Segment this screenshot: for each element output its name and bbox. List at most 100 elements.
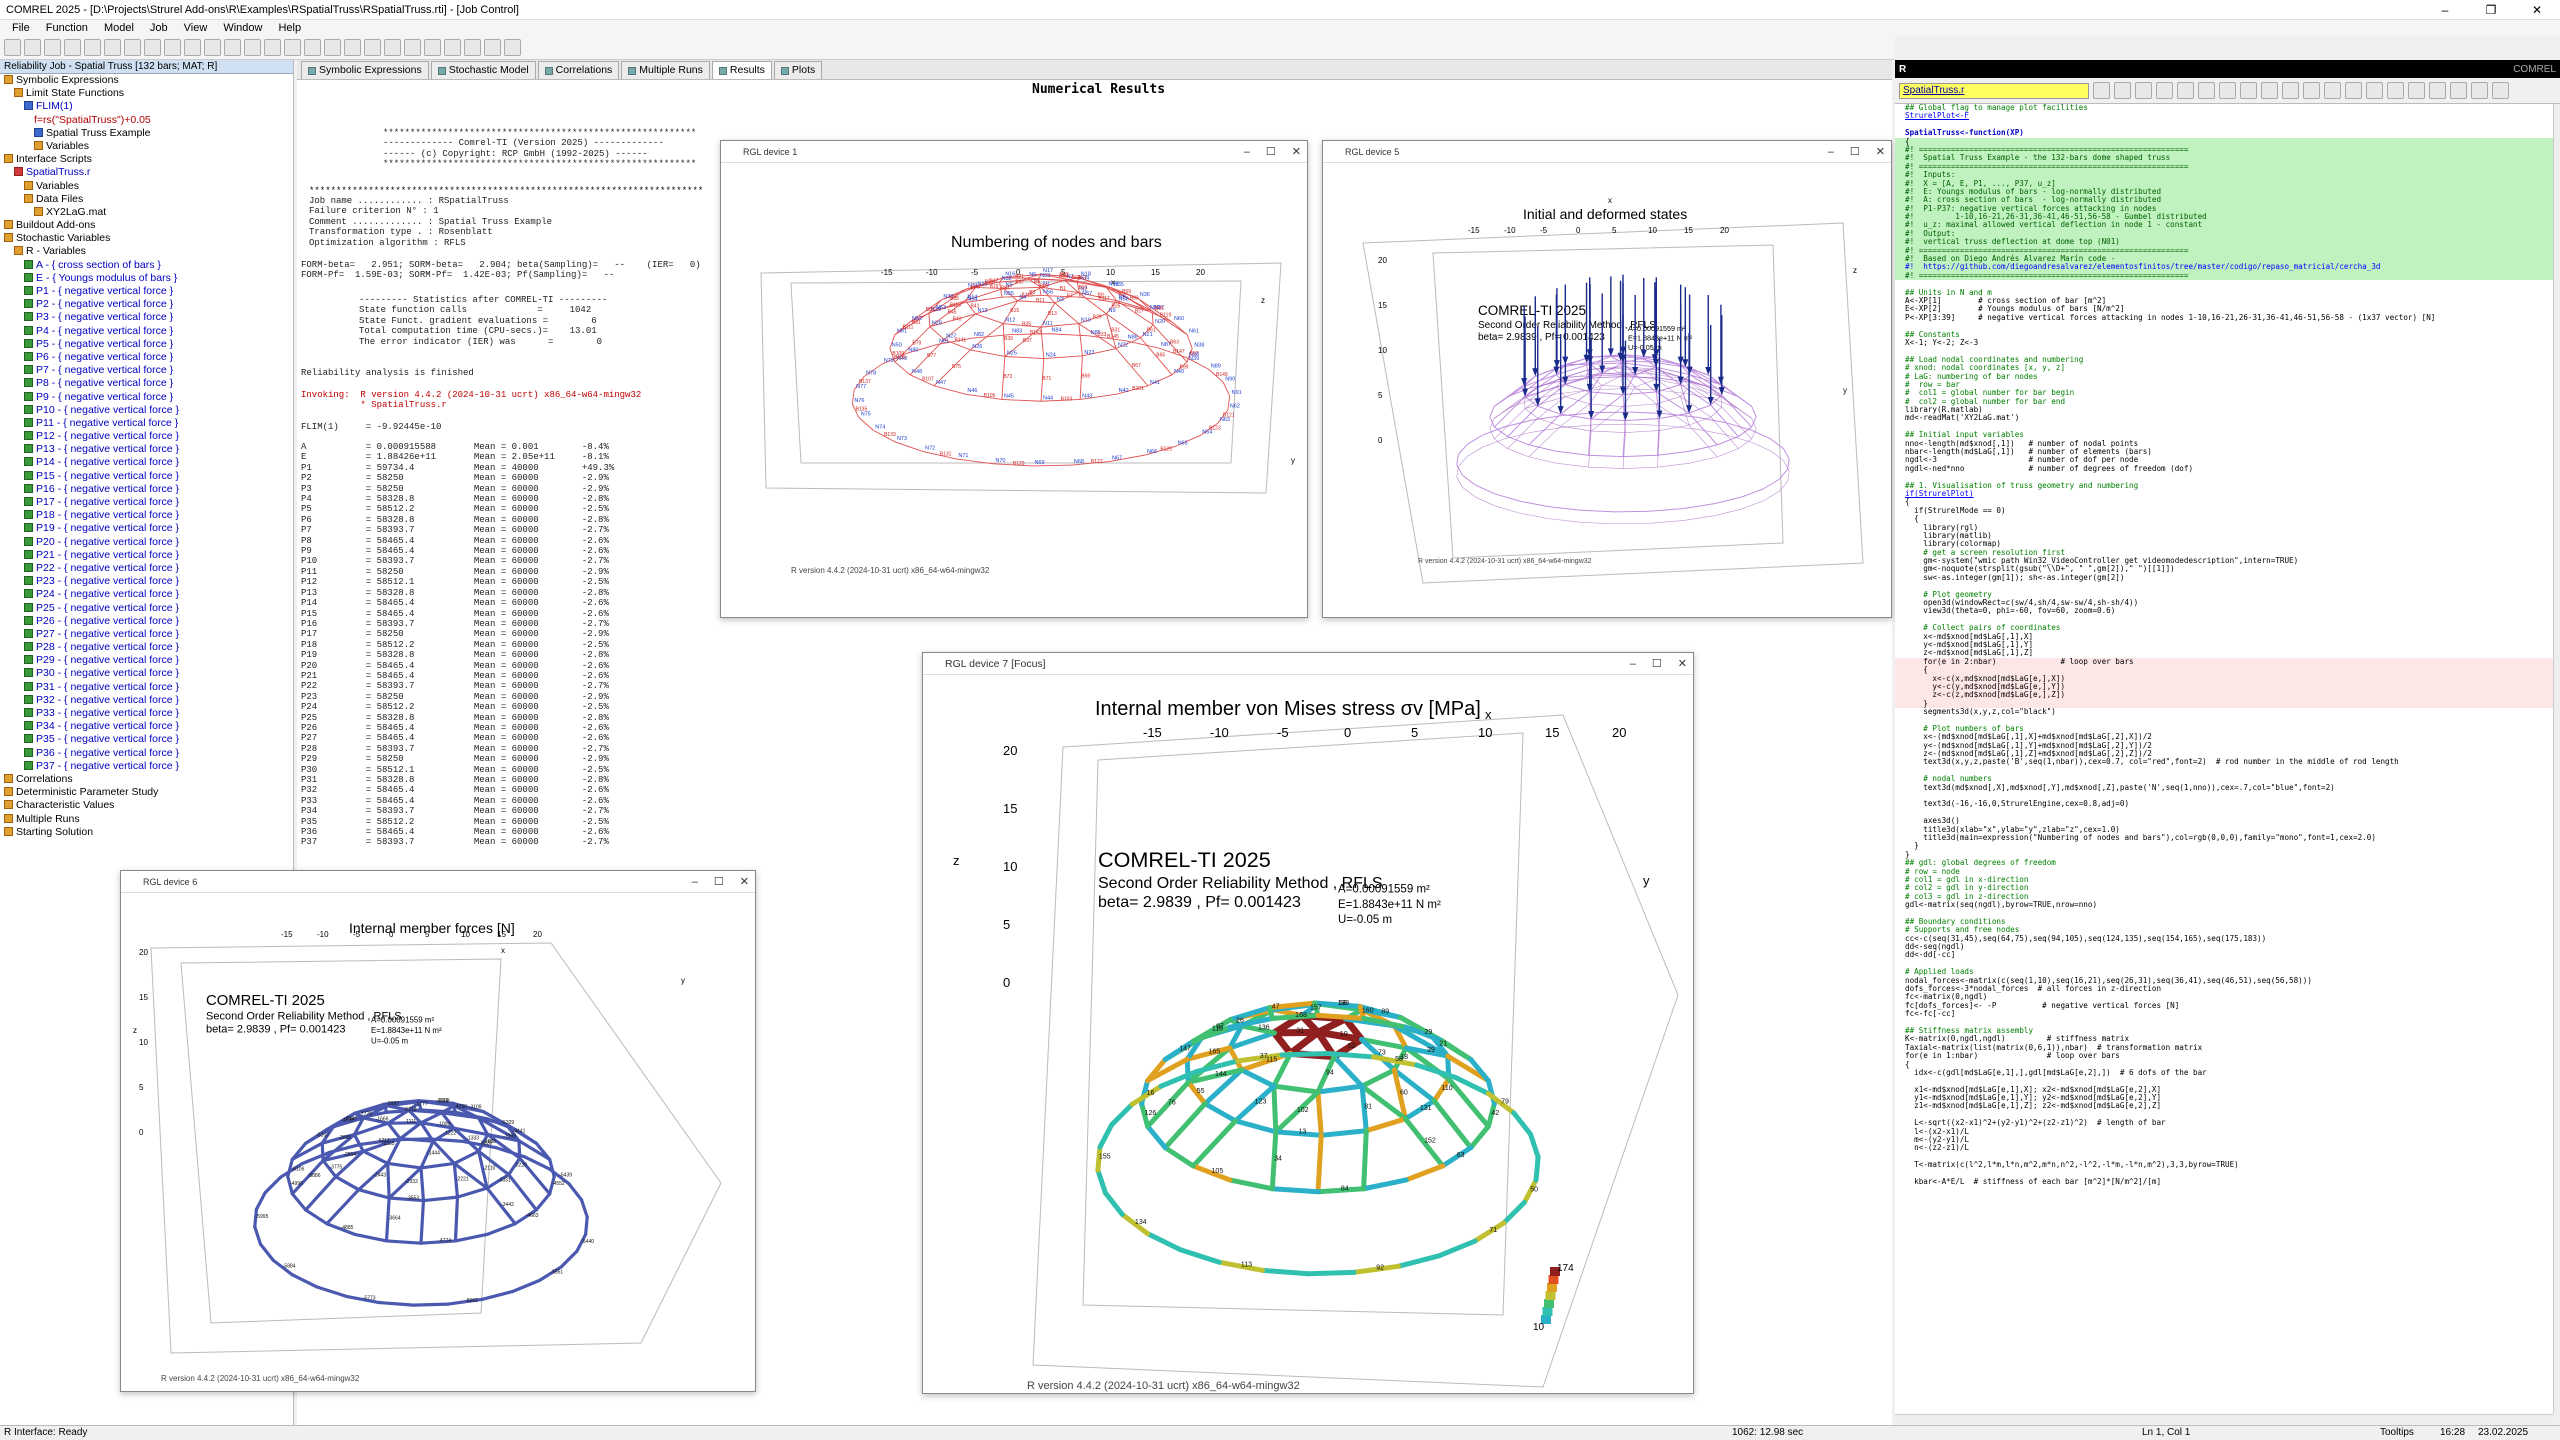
tree-item[interactable]: P7 - { negative vertical force } <box>0 364 293 377</box>
member-forces-plot[interactable]: Internal member forces [N] -15 -10 -5 0 5 10 15… <box>121 893 755 1391</box>
maximize-button[interactable]: ❐ <box>2485 3 2497 17</box>
rgl-device-5-window[interactable]: RGL device 5 – ☐ ✕ Initial and deformed sta… <box>1322 140 1892 618</box>
tree-item[interactable]: Interface Scripts <box>0 153 293 166</box>
toolbar-button[interactable] <box>64 39 81 56</box>
toolbar-button[interactable] <box>224 39 241 56</box>
rgl-device-1-window[interactable]: RGL device 1 – ☐ ✕ Numbering of nodes and b… <box>720 140 1308 618</box>
editor-vertical-scrollbar[interactable] <box>2553 104 2560 1414</box>
tooltips-toggle[interactable]: Tooltips <box>2380 1427 2414 1438</box>
tree-item[interactable]: P11 - { negative vertical force } <box>0 417 293 430</box>
minimize-button[interactable]: – <box>1243 146 1250 158</box>
editor-toolbar-button[interactable] <box>2324 82 2341 99</box>
menu-model[interactable]: Model <box>103 22 134 34</box>
tree-item[interactable]: P33 - { negative vertical force } <box>0 707 293 720</box>
toolbar-button[interactable] <box>364 39 381 56</box>
tree-item[interactable]: Symbolic Expressions <box>0 74 293 87</box>
toolbar-button[interactable] <box>144 39 161 56</box>
rgl-device-6-window[interactable]: RGL device 6 – ☐ ✕ Internal member forces [… <box>120 870 756 1392</box>
tree-item[interactable]: Characteristic Values <box>0 799 293 812</box>
editor-toolbar-button[interactable] <box>2114 82 2131 99</box>
tab-correlations[interactable]: Correlations <box>537 61 620 79</box>
tree-item[interactable]: R - Variables <box>0 245 293 258</box>
tree-item[interactable]: Variables <box>0 180 293 193</box>
toolbar-button[interactable] <box>504 39 521 56</box>
tree-item[interactable]: P2 - { negative vertical force } <box>0 298 293 311</box>
tree-item[interactable]: Deterministic Parameter Study <box>0 786 293 799</box>
close-button[interactable]: ✕ <box>1291 146 1301 158</box>
menu-job[interactable]: Job <box>149 22 168 34</box>
close-button[interactable]: ✕ <box>2531 3 2543 17</box>
toolbar-button[interactable] <box>464 39 481 56</box>
tree-item[interactable]: P3 - { negative vertical force } <box>0 311 293 324</box>
toolbar-button[interactable] <box>484 39 501 56</box>
toolbar-button[interactable] <box>344 39 361 56</box>
tab-multiple-runs[interactable]: Multiple Runs <box>621 61 710 79</box>
editor-toolbar-button[interactable] <box>2450 82 2467 99</box>
editor-toolbar-button[interactable] <box>2387 82 2404 99</box>
editor-toolbar-button[interactable] <box>2408 82 2425 99</box>
toolbar-button[interactable] <box>264 39 281 56</box>
tree-item[interactable]: Variables <box>0 140 293 153</box>
tree-item[interactable]: Buildout Add-ons <box>0 219 293 232</box>
rgl-device-7-titlebar[interactable]: RGL device 7 [Focus] – ☐ ✕ <box>923 653 1693 675</box>
editor-toolbar-button[interactable] <box>2345 82 2362 99</box>
tree-item[interactable]: P13 - { negative vertical force } <box>0 443 293 456</box>
tree-item[interactable]: P24 - { negative vertical force } <box>0 588 293 601</box>
tree-item[interactable]: P4 - { negative vertical force } <box>0 325 293 338</box>
editor-toolbar-button[interactable] <box>2240 82 2257 99</box>
toolbar-button[interactable] <box>164 39 181 56</box>
tree-item[interactable]: P18 - { negative vertical force } <box>0 509 293 522</box>
tree-item[interactable]: A - { cross section of bars } <box>0 259 293 272</box>
toolbar-button[interactable] <box>444 39 461 56</box>
tree-item[interactable]: P8 - { negative vertical force } <box>0 377 293 390</box>
tree-item[interactable]: P20 - { negative vertical force } <box>0 536 293 549</box>
minimize-button[interactable]: – <box>1629 658 1636 670</box>
toolbar-button[interactable] <box>384 39 401 56</box>
tree-item[interactable]: Data Files <box>0 193 293 206</box>
toolbar-button[interactable] <box>44 39 61 56</box>
tree-item[interactable]: P1 - { negative vertical force } <box>0 285 293 298</box>
tree-item[interactable]: P29 - { negative vertical force } <box>0 654 293 667</box>
tree-item[interactable]: P12 - { negative vertical force } <box>0 430 293 443</box>
tree-item[interactable]: P25 - { negative vertical force } <box>0 602 293 615</box>
menu-help[interactable]: Help <box>278 22 302 34</box>
toolbar-button[interactable] <box>404 39 421 56</box>
minimize-button[interactable]: – <box>2441 3 2449 17</box>
tree-item[interactable]: P15 - { negative vertical force } <box>0 470 293 483</box>
tree-item[interactable]: SpatialTruss.r <box>0 166 293 179</box>
close-button[interactable]: ✕ <box>1875 146 1885 158</box>
maximize-button[interactable]: ☐ <box>713 876 724 888</box>
tab-symbolic-expressions[interactable]: Symbolic Expressions <box>301 61 429 79</box>
tree-item[interactable]: Multiple Runs <box>0 813 293 826</box>
tree-item[interactable]: P22 - { negative vertical force } <box>0 562 293 575</box>
toolbar-button[interactable] <box>84 39 101 56</box>
rgl-device-5-titlebar[interactable]: RGL device 5 – ☐ ✕ <box>1323 141 1891 163</box>
editor-toolbar-button[interactable] <box>2303 82 2320 99</box>
tree-item[interactable]: FLIM(1) <box>0 100 293 113</box>
menu-file[interactable]: File <box>12 22 30 34</box>
toolbar-button[interactable] <box>184 39 201 56</box>
toolbar-button[interactable] <box>424 39 441 56</box>
toolbar-button[interactable] <box>304 39 321 56</box>
editor-toolbar-button[interactable] <box>2429 82 2446 99</box>
tree-item[interactable]: Spatial Truss Example <box>0 127 293 140</box>
tree-item[interactable]: XY2LaG.mat <box>0 206 293 219</box>
tree-item[interactable]: P34 - { negative vertical force } <box>0 720 293 733</box>
editor-toolbar-button[interactable] <box>2135 82 2152 99</box>
tree-item[interactable]: E - { Youngs modulus of bars } <box>0 272 293 285</box>
menu-view[interactable]: View <box>183 22 208 34</box>
script-file-field[interactable]: SpatialTruss.r <box>1899 82 2089 99</box>
editor-toolbar-button[interactable] <box>2471 82 2488 99</box>
toolbar-button[interactable] <box>324 39 341 56</box>
tree-item[interactable]: P10 - { negative vertical force } <box>0 404 293 417</box>
editor-toolbar-button[interactable] <box>2093 82 2110 99</box>
tree-item[interactable]: Correlations <box>0 773 293 786</box>
deformed-states-plot[interactable]: Initial and deformed states -15 -10 -5 0 5 10 1… <box>1323 163 1891 617</box>
tab-stochastic-model[interactable]: Stochastic Model <box>430 61 536 79</box>
maximize-button[interactable]: ☐ <box>1651 658 1662 670</box>
menu-window[interactable]: Window <box>223 22 263 34</box>
editor-toolbar-button[interactable] <box>2177 82 2194 99</box>
tree-item[interactable]: P28 - { negative vertical force } <box>0 641 293 654</box>
toolbar-button[interactable] <box>284 39 301 56</box>
tree-item[interactable]: P6 - { negative vertical force } <box>0 351 293 364</box>
